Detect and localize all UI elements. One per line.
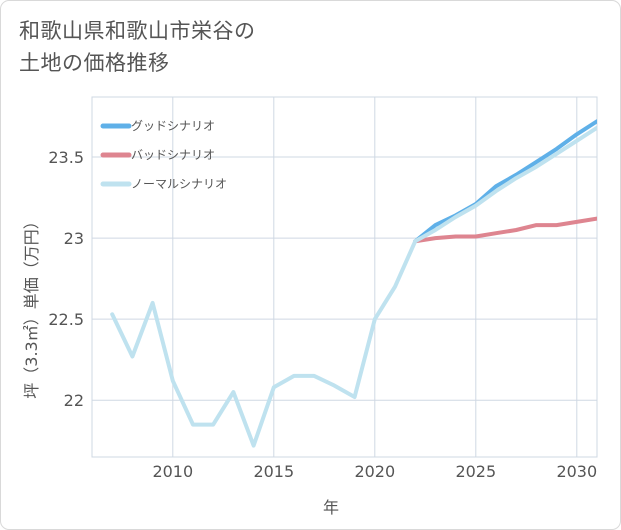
legend-label-bad: バッドシナリオ xyxy=(131,148,215,162)
series-line-normal xyxy=(110,125,597,448)
chart-title-line-1: 和歌山県和歌山市栄谷の xyxy=(19,19,256,43)
grid-lines xyxy=(91,96,598,458)
x-axis-title: 年 xyxy=(323,498,339,517)
x-tick-labels: 2010 2015 2020 2025 2030 xyxy=(152,462,597,481)
y-tick-label: 23 xyxy=(64,229,84,248)
x-tick-label: 2010 xyxy=(152,462,193,481)
plot-area-border xyxy=(91,96,598,458)
x-tick-label: 2025 xyxy=(455,462,496,481)
y-tick-labels: 22 22.5 23 23.5 xyxy=(48,148,84,410)
y-tick-label: 22 xyxy=(64,391,84,410)
series-line-good xyxy=(413,119,597,244)
y-tick-label: 23.5 xyxy=(48,148,84,167)
chart-title: 和歌山県和歌山市栄谷の 土地の価格推移 xyxy=(19,15,256,79)
x-tick-label: 2020 xyxy=(354,462,395,481)
legend-label-normal: ノーマルシナリオ xyxy=(131,177,227,191)
x-tick-label: 2030 xyxy=(556,462,597,481)
series-lines xyxy=(110,119,597,448)
x-tick-label: 2015 xyxy=(253,462,294,481)
chart-title-line-2: 土地の価格推移 xyxy=(19,51,170,75)
legend-label-good: グッドシナリオ xyxy=(131,119,215,133)
series-line-bad xyxy=(413,216,597,244)
y-tick-label: 22.5 xyxy=(48,310,84,329)
y-axis-title: 坪（3.3㎡）単価（万円） xyxy=(22,213,41,398)
